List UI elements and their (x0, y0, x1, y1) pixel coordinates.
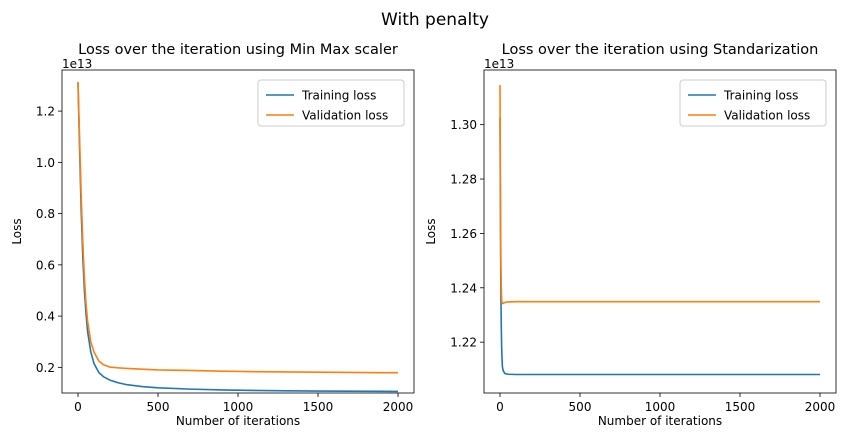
legend-frame (257, 79, 405, 127)
x-tick-label: 1500 (303, 400, 334, 414)
series-line-training (77, 82, 399, 393)
y-tick-label: 1.0 (36, 156, 55, 170)
axes-frame (61, 69, 415, 394)
y-tick-label: 0.2 (36, 361, 55, 375)
x-tick-label: 500 (147, 400, 170, 414)
y-axis-label: Loss (424, 218, 438, 244)
chart-standardization: Loss over the iteration using Standariza… (424, 42, 837, 428)
y-tick-label: 1.30 (450, 118, 477, 132)
y-tick-label: 0.8 (36, 207, 55, 221)
x-tick-label: 500 (569, 400, 592, 414)
legend-frame (679, 79, 827, 127)
x-axis-label: Number of iterations (598, 414, 722, 428)
series-line-training (499, 117, 820, 376)
y-tick-label: 1.22 (450, 336, 477, 350)
x-tick-label: 0 (74, 400, 82, 414)
x-tick-label: 2000 (383, 400, 414, 414)
chart-title: Loss over the iteration using Standariza… (502, 42, 819, 58)
y-axis-label: Loss (10, 218, 24, 244)
series-line-validation (77, 81, 399, 374)
series-line-validation (499, 84, 820, 305)
x-tick-label: 2000 (805, 400, 836, 414)
legend-label-training: Training loss (723, 89, 798, 103)
y-tick-label: 0.6 (36, 258, 55, 272)
y-tick-label: 0.4 (36, 310, 55, 324)
axes-frame (483, 69, 837, 394)
x-axis-label: Number of iterations (176, 414, 300, 428)
legend-label-training: Training loss (301, 89, 376, 103)
x-tick-label: 1500 (725, 400, 756, 414)
x-tick-label: 1000 (645, 400, 676, 414)
y-tick-label: 1.24 (450, 281, 477, 295)
y-offset-text: 1e13 (62, 57, 92, 71)
legend-label-validation: Validation loss (302, 109, 388, 123)
y-offset-text: 1e13 (484, 57, 514, 71)
chart-title: Loss over the iteration using Min Max sc… (78, 42, 398, 58)
y-tick-label: 1.28 (450, 173, 477, 187)
figure-suptitle: With penalty (381, 10, 489, 30)
y-tick-label: 1.2 (36, 105, 55, 119)
chart-min-max: Loss over the iteration using Min Max sc… (10, 42, 415, 428)
legend-label-validation: Validation loss (724, 109, 810, 123)
x-tick-label: 1000 (223, 400, 254, 414)
legend: Training loss Validation loss (257, 79, 405, 127)
x-tick-label: 0 (496, 400, 504, 414)
y-tick-label: 1.26 (450, 227, 477, 241)
legend: Training loss Validation loss (679, 79, 827, 127)
